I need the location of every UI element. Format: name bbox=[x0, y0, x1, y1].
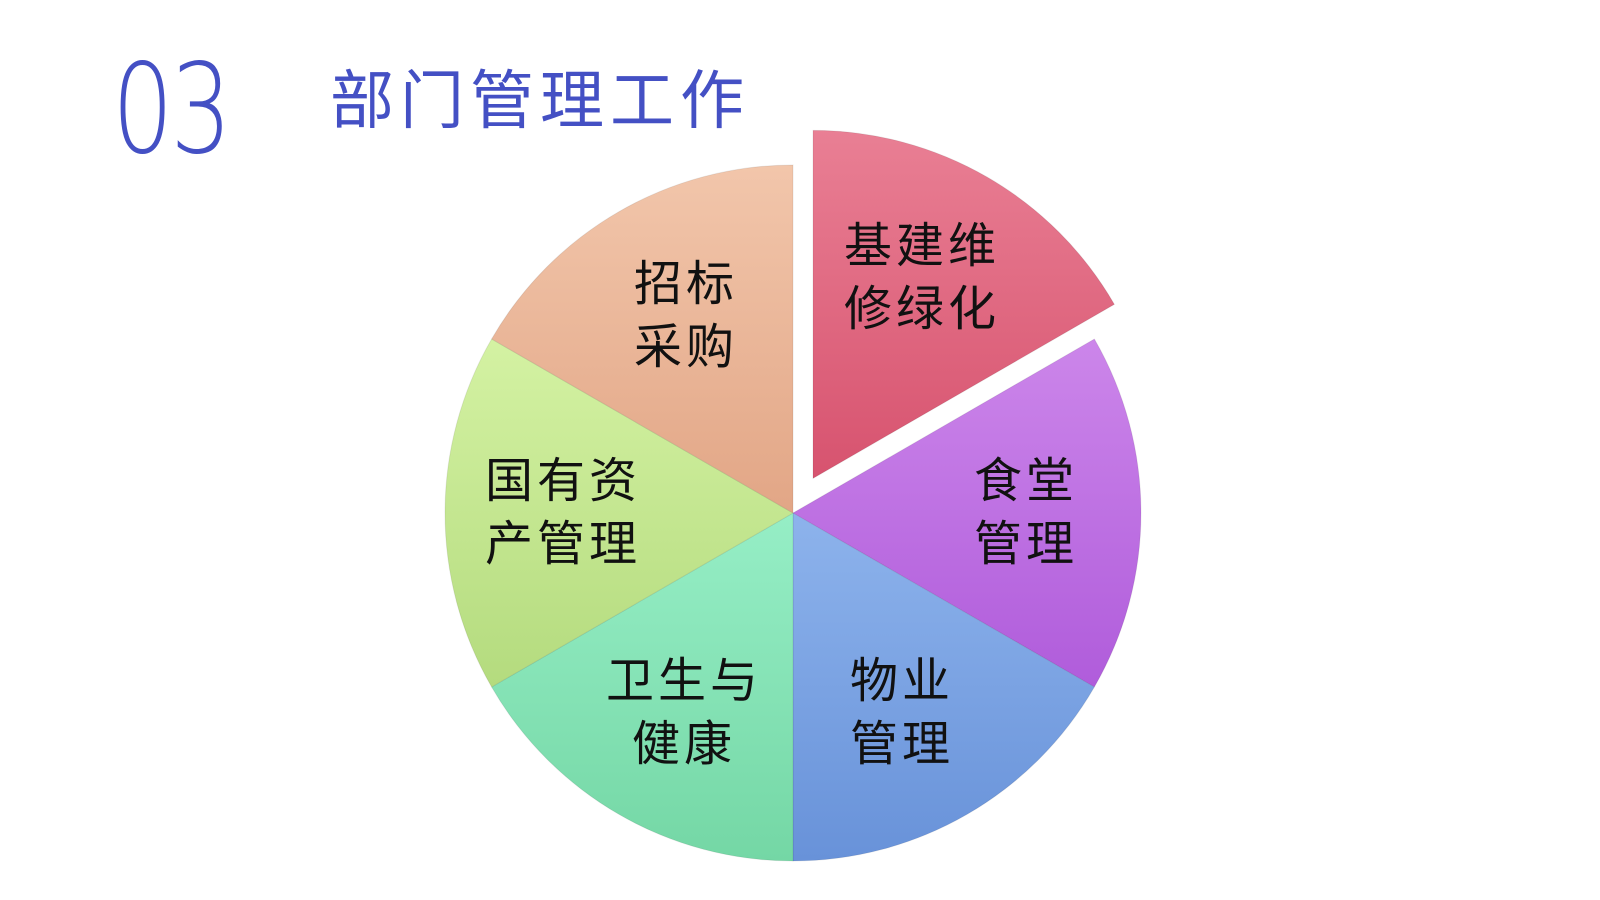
pie-slice bbox=[490, 164, 794, 514]
label-line: 采购 bbox=[633, 319, 739, 375]
label-line: 产管理 bbox=[484, 516, 642, 572]
slice-label-canteen: 食堂 管理 bbox=[974, 450, 1078, 576]
label-line: 修绿化 bbox=[843, 281, 1001, 337]
label-line: 管理 bbox=[849, 716, 955, 772]
slice-label-construction: 基建维 修绿化 bbox=[844, 215, 1000, 341]
label-line: 招标 bbox=[633, 256, 739, 312]
label-line: 国有资 bbox=[484, 453, 642, 509]
pie-slice bbox=[444, 338, 795, 688]
slice-label-property: 物业 管理 bbox=[850, 650, 954, 776]
label-line: 基建维 bbox=[843, 218, 1001, 274]
section-number: 03 bbox=[112, 38, 232, 182]
label-line: 卫生与 bbox=[605, 653, 763, 709]
pie-slice bbox=[812, 129, 1116, 480]
label-line: 健康 bbox=[631, 716, 737, 772]
label-line: 管理 bbox=[973, 516, 1079, 572]
pie-slice bbox=[490, 512, 794, 862]
label-line: 食堂 bbox=[973, 453, 1079, 509]
slice-label-assets: 国有资 产管理 bbox=[485, 450, 641, 576]
slice-label-procurement: 招标 采购 bbox=[634, 253, 738, 379]
pie-slice bbox=[791, 338, 1142, 688]
page-title: 部门管理工作 bbox=[330, 65, 750, 139]
label-line: 物业 bbox=[849, 653, 955, 709]
pie-slice bbox=[792, 512, 1096, 862]
slice-label-health: 卫生与 健康 bbox=[606, 650, 762, 776]
